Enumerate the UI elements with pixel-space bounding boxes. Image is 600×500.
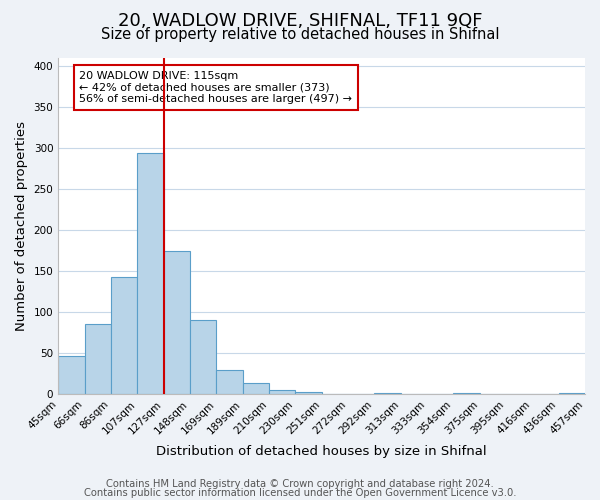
Bar [137, 153, 164, 394]
Text: Contains HM Land Registry data © Crown copyright and database right 2024.: Contains HM Land Registry data © Crown c… [106, 479, 494, 489]
Bar [453, 393, 479, 394]
Bar [242, 383, 269, 394]
Text: Size of property relative to detached houses in Shifnal: Size of property relative to detached ho… [101, 28, 499, 42]
Bar [269, 390, 295, 394]
Bar [190, 320, 216, 394]
Bar [295, 392, 322, 394]
Bar [216, 370, 242, 394]
Bar [85, 324, 111, 394]
Y-axis label: Number of detached properties: Number of detached properties [15, 121, 28, 331]
X-axis label: Distribution of detached houses by size in Shifnal: Distribution of detached houses by size … [156, 444, 487, 458]
Bar [164, 250, 190, 394]
Text: 20, WADLOW DRIVE, SHIFNAL, TF11 9QF: 20, WADLOW DRIVE, SHIFNAL, TF11 9QF [118, 12, 482, 30]
Text: 20 WADLOW DRIVE: 115sqm
← 42% of detached houses are smaller (373)
56% of semi-d: 20 WADLOW DRIVE: 115sqm ← 42% of detache… [79, 71, 352, 104]
Bar [559, 393, 585, 394]
Bar [111, 277, 137, 394]
Bar [374, 393, 401, 394]
Text: Contains public sector information licensed under the Open Government Licence v3: Contains public sector information licen… [84, 488, 516, 498]
Bar [58, 356, 85, 395]
